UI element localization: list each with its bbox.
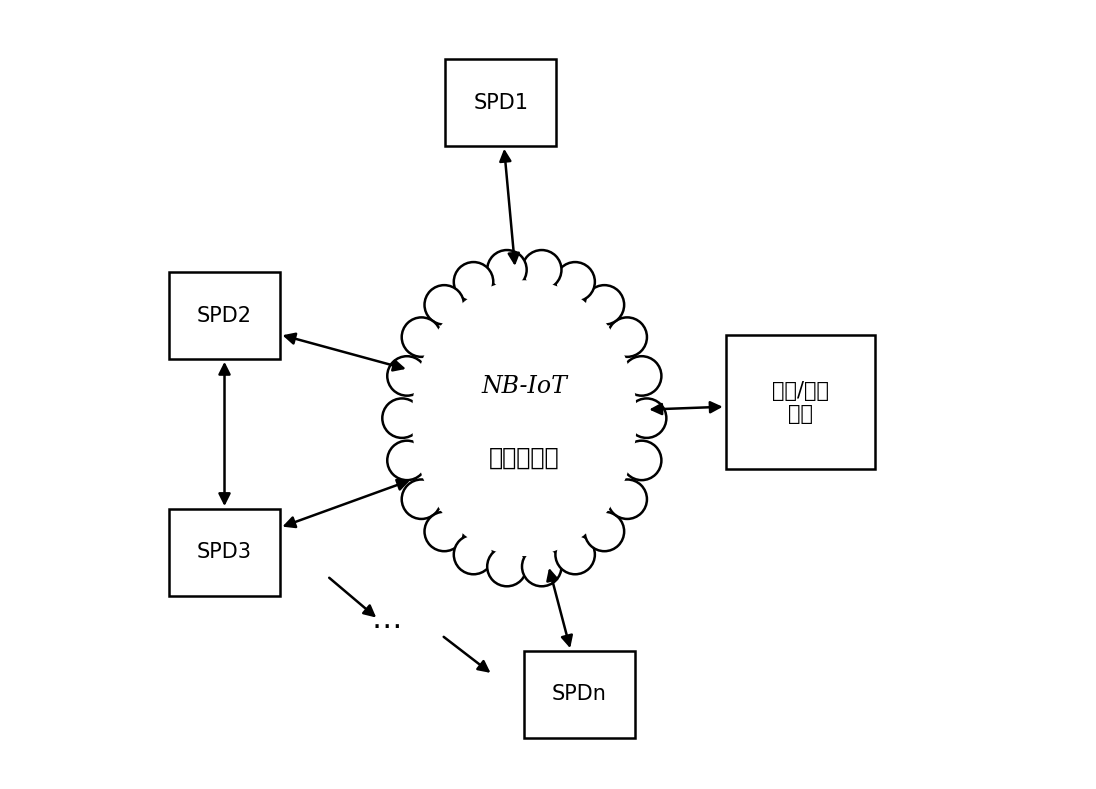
FancyBboxPatch shape (169, 509, 279, 596)
Circle shape (621, 356, 661, 395)
Circle shape (522, 250, 561, 290)
Text: SPD3: SPD3 (197, 542, 252, 563)
FancyBboxPatch shape (726, 335, 876, 469)
Text: NB-IoT: NB-IoT (481, 375, 568, 398)
Circle shape (621, 441, 661, 481)
Circle shape (584, 285, 624, 324)
Circle shape (454, 535, 493, 574)
Circle shape (627, 398, 666, 438)
Circle shape (607, 317, 647, 357)
Text: SPD2: SPD2 (197, 305, 252, 326)
Circle shape (556, 262, 595, 301)
Circle shape (522, 547, 561, 586)
FancyBboxPatch shape (524, 651, 635, 738)
Circle shape (424, 285, 464, 324)
Ellipse shape (412, 280, 637, 556)
FancyBboxPatch shape (169, 272, 279, 359)
FancyBboxPatch shape (445, 59, 556, 146)
Circle shape (424, 512, 464, 552)
Circle shape (383, 398, 422, 438)
Ellipse shape (416, 286, 632, 550)
Text: 显示/控制
终端: 显示/控制 终端 (772, 381, 829, 424)
Circle shape (607, 480, 647, 519)
Circle shape (402, 480, 442, 519)
Circle shape (454, 262, 493, 301)
Circle shape (387, 356, 426, 395)
Circle shape (402, 317, 442, 357)
Text: 网络通信云: 网络通信云 (489, 446, 560, 469)
Text: SPD1: SPD1 (473, 92, 528, 113)
Circle shape (488, 250, 527, 290)
Circle shape (488, 547, 527, 586)
Circle shape (556, 535, 595, 574)
Circle shape (584, 512, 624, 552)
Text: ⋯: ⋯ (372, 613, 401, 641)
Text: SPDn: SPDn (552, 684, 607, 705)
Circle shape (387, 441, 426, 481)
